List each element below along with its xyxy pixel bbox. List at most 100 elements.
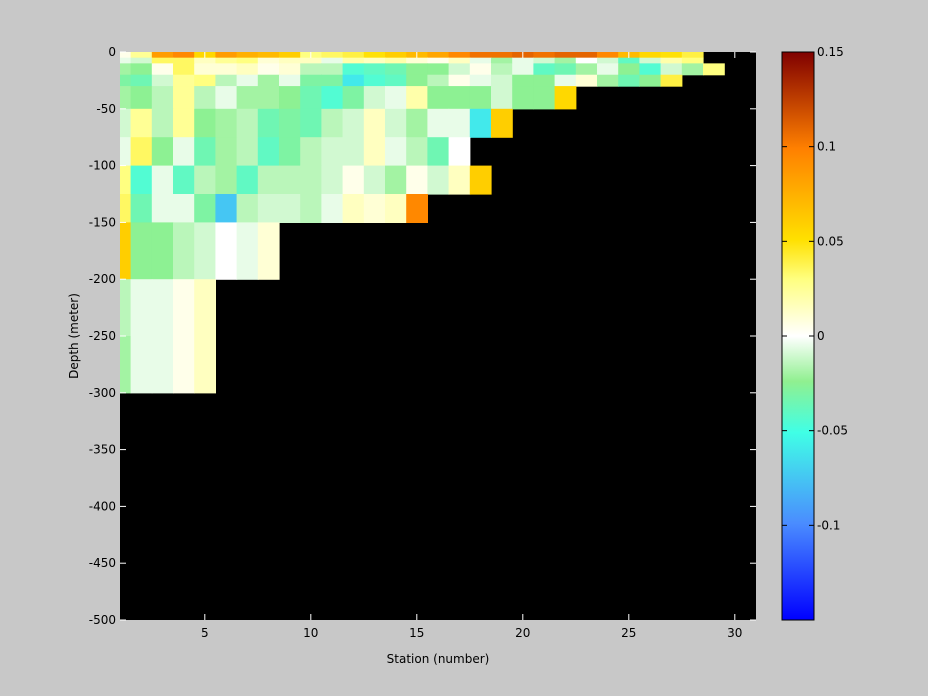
heatmap-cell [321,74,344,87]
heatmap-cell [279,137,301,167]
x-axis-ticks: 5 10 15 20 25 30 [201,52,742,640]
heatmap-cell [363,165,386,195]
heatmap-cell [448,137,471,167]
heatmap-cell [151,194,174,223]
heatmap-cell [639,74,662,87]
heatmap-cell [300,86,322,110]
heatmap-cell [173,74,195,87]
heatmap-cell [385,63,407,76]
heatmap-cell [342,194,365,223]
heatmap-cell [660,52,683,59]
heatmap-cell [279,74,301,87]
heatmap-cell [385,52,407,59]
heatmap-cell [491,86,513,110]
heatmap-cell [406,57,428,64]
heatmap-cell [427,57,450,64]
heatmap-cell [300,63,322,76]
heatmap-cell [448,74,471,87]
heatmap-cell [363,194,386,223]
heatmap-cell [342,57,365,64]
heatmap-cell [385,137,407,167]
x-tick-label: 10 [303,626,318,640]
y-tick-label: -50 [96,102,116,116]
heatmap-cell [151,165,174,195]
heatmap-cell [130,57,153,64]
colorbar-tick-label: 0.15 [817,45,844,59]
heatmap-cell [151,222,174,280]
heatmap-cell [406,194,428,223]
heatmap-cell [427,137,450,167]
heatmap-cell [427,86,450,110]
heatmap-cell [194,165,216,195]
heatmap-cell [660,57,683,64]
heatmap-cell [703,63,725,76]
heatmap-cell [215,108,238,138]
heatmap-cell [491,52,513,59]
y-tick-label: -200 [89,272,116,286]
x-tick-label: 25 [621,626,636,640]
y-axis-ticks: 0 -50 -100 -150 -200 -250 -300 -350 -400 -450 -500 [89,45,756,627]
heatmap-cell [342,165,365,195]
heatmap-cell [448,52,471,59]
heatmap-cell [130,336,153,394]
heatmap-cell [427,108,450,138]
heatmap-cell [236,74,259,87]
heatmap-cell [363,86,386,110]
heatmap-cell [491,57,513,64]
heatmap-cell [618,57,640,64]
heatmap-cell [151,279,174,337]
heatmap-cell [300,137,322,167]
heatmap-cell [215,222,238,280]
heatmap-cell [406,86,428,110]
heatmap-cell [194,336,216,394]
heatmap-cell [236,194,259,223]
y-tick-label: -500 [89,613,116,627]
heatmap-cell [120,74,132,87]
heatmap-cell [257,52,280,59]
heatmap-cell [257,57,280,64]
heatmap-cell [554,86,577,110]
heatmap-cell [215,86,238,110]
heatmap-cell [363,52,386,59]
heatmap-cell [236,86,259,110]
heatmap-cell [300,74,322,87]
heatmap-cell [681,57,704,64]
heatmap-cell [342,74,365,87]
heatmap-cell [427,52,450,59]
y-tick-label: 0 [108,45,116,59]
heatmap-cell [342,137,365,167]
heatmap-cell [257,63,280,76]
heatmap-cell [173,63,195,76]
heatmap-cell [533,86,556,110]
heatmap-cell [321,63,344,76]
heatmap-cell [660,63,683,76]
heatmap-cell [385,86,407,110]
heatmap-cell [257,137,280,167]
heatmap-cell [448,57,471,64]
heatmap-cell [363,57,386,64]
heatmap-cell [321,194,344,223]
colorbar-tick-label: 0.1 [817,140,836,154]
heatmap-cell [469,86,492,110]
heatmap-cell [215,63,238,76]
heatmap-cell [300,165,322,195]
heatmap-cell [194,74,216,87]
heatmap-cell [342,108,365,138]
heatmap-cell [427,165,450,195]
heatmap-cell [321,108,344,138]
heatmap-cell [342,63,365,76]
heatmap-cell [469,108,492,138]
x-tick-label: 20 [515,626,530,640]
heatmap-cell [639,52,662,59]
heatmap-cell [385,74,407,87]
heatmap-cell [342,52,365,59]
heatmap-cell [554,74,577,87]
heatmap-cell [194,137,216,167]
heatmap-cell [448,165,471,195]
heatmap-cell [236,57,259,64]
heatmap-cell [554,57,577,64]
heatmap-cell [151,137,174,167]
heatmap-cell [597,52,619,59]
colorbar-tick-label: 0.05 [817,234,844,248]
